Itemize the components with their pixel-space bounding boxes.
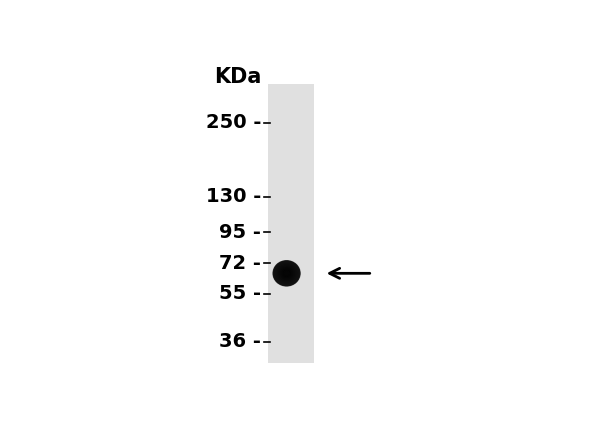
Text: 130 -: 130 -	[206, 187, 261, 206]
Ellipse shape	[277, 264, 297, 283]
Ellipse shape	[284, 271, 289, 276]
Ellipse shape	[275, 262, 298, 284]
Text: 36 -: 36 -	[219, 332, 261, 351]
Text: KDa: KDa	[215, 67, 262, 87]
Ellipse shape	[284, 271, 289, 276]
Ellipse shape	[274, 261, 299, 285]
Ellipse shape	[273, 261, 300, 286]
Bar	[268, 84, 314, 363]
Ellipse shape	[279, 266, 294, 280]
Ellipse shape	[281, 268, 292, 279]
Ellipse shape	[275, 263, 298, 284]
Ellipse shape	[278, 266, 295, 281]
Ellipse shape	[284, 271, 289, 276]
Ellipse shape	[282, 269, 291, 278]
Ellipse shape	[274, 262, 299, 285]
Ellipse shape	[283, 270, 290, 277]
Ellipse shape	[283, 270, 290, 277]
Ellipse shape	[278, 265, 295, 281]
Ellipse shape	[281, 268, 292, 278]
Text: 55 -: 55 -	[219, 285, 261, 303]
Ellipse shape	[280, 267, 293, 280]
Ellipse shape	[281, 268, 293, 279]
Ellipse shape	[285, 272, 289, 275]
Ellipse shape	[280, 267, 293, 279]
Ellipse shape	[276, 263, 297, 283]
Text: 95 -: 95 -	[219, 223, 261, 242]
Ellipse shape	[286, 273, 287, 274]
Ellipse shape	[283, 269, 291, 277]
Ellipse shape	[285, 272, 288, 275]
Text: 250 -: 250 -	[206, 113, 261, 132]
Ellipse shape	[278, 265, 295, 281]
Ellipse shape	[277, 264, 296, 282]
Ellipse shape	[286, 273, 287, 274]
Text: 72 -: 72 -	[219, 254, 261, 273]
Ellipse shape	[277, 264, 296, 282]
Ellipse shape	[274, 261, 299, 285]
